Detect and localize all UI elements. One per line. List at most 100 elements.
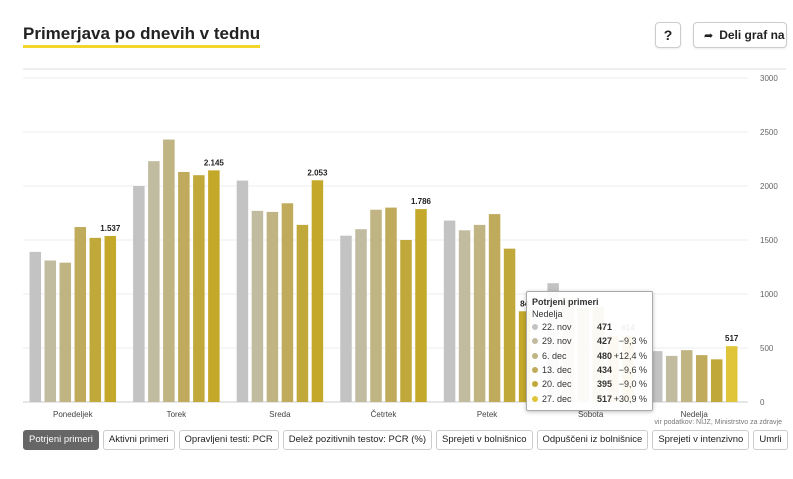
- tooltip-row: 20. dec 395 −9,0 %: [532, 377, 647, 391]
- bar: [355, 229, 367, 402]
- tab-umrli[interactable]: Umrli: [753, 430, 788, 450]
- tooltip-row: 6. dec 480 +12,4 %: [532, 349, 647, 363]
- bar: [236, 180, 249, 402]
- bar: [104, 236, 117, 402]
- bar: [385, 207, 397, 402]
- x-tick-label: Nedelja: [681, 410, 709, 419]
- tooltip-date: 29. nov: [542, 336, 572, 347]
- tooltip-change: −9,3 %: [618, 336, 647, 347]
- bar: [74, 227, 87, 402]
- tooltip-value: 427: [596, 336, 612, 347]
- x-tick-label: Torek: [167, 410, 188, 419]
- bar: [725, 346, 738, 402]
- bar: [193, 175, 205, 402]
- bar: [133, 186, 145, 402]
- tooltip-change: +30,9 %: [613, 393, 647, 404]
- bar: [415, 209, 427, 402]
- bar: [503, 248, 516, 402]
- bar: [340, 235, 352, 402]
- data-label: 1.786: [411, 197, 432, 206]
- bar: [163, 139, 175, 402]
- bar: [44, 260, 57, 402]
- bar: [59, 262, 72, 402]
- tooltip-date: 6. dec: [542, 350, 567, 361]
- tab-potrjeni-primeri[interactable]: Potrjeni primeri: [23, 430, 99, 450]
- page-title: Primerjava po dnevih v tednu: [23, 24, 261, 48]
- series-dot-icon: [532, 367, 538, 374]
- tooltip-row: 29. nov 427 −9,3 %: [532, 334, 647, 348]
- help-button[interactable]: ?: [655, 22, 681, 48]
- series-dot-icon: [532, 381, 538, 388]
- bar: [518, 311, 531, 402]
- bar: [89, 237, 102, 402]
- y-tick-label: 500: [760, 344, 774, 353]
- tooltip-change: +12,4 %: [613, 350, 647, 361]
- tooltip-change: −9,0 %: [618, 379, 647, 390]
- series-dot-icon: [532, 324, 538, 331]
- tooltip-day: Nedelja: [532, 309, 563, 319]
- y-tick-label: 1500: [760, 236, 778, 245]
- bar: [680, 350, 693, 402]
- x-tick-label: Petek: [477, 410, 498, 419]
- tooltip-title: Potrjeni primeri: [532, 297, 599, 307]
- share-arrow-icon: ➦: [704, 30, 714, 42]
- weekday-bar-chart: 0 500 1000 1500 2000 2500 3000 1.537 Ponedeljek 2…: [23, 68, 786, 419]
- bar: [400, 240, 412, 402]
- bar: [443, 220, 456, 402]
- series-dot-icon: [532, 395, 538, 402]
- tab-aktivni-primeri[interactable]: Aktivni primeri: [102, 430, 175, 450]
- y-tick-label: 0: [760, 398, 765, 407]
- bar: [281, 203, 294, 402]
- source-note: vir podatkov: NIJZ, Ministrstvo za zdrav…: [654, 419, 782, 426]
- chart-tooltip: Potrjeni primeri Nedelja 22. nov 471 29. n…: [526, 291, 653, 411]
- bar: [148, 161, 160, 402]
- y-tick-label: 3000: [760, 74, 778, 83]
- x-tick-label: Četrtek: [371, 410, 398, 419]
- bar: [665, 355, 678, 402]
- tooltip-date: 13. dec: [542, 365, 572, 376]
- y-tick-label: 2500: [760, 128, 778, 137]
- x-tick-label: Sreda: [269, 410, 291, 419]
- tooltip-change: −9,6 %: [618, 365, 647, 376]
- bar: [710, 359, 723, 402]
- bar: [296, 224, 309, 402]
- tab-delež-pozitivnih-testov-pcr[interactable]: Delež pozitivnih testov: PCR (%): [282, 430, 432, 450]
- y-tick-label: 1000: [760, 290, 778, 299]
- bar: [178, 171, 190, 402]
- bar: [311, 180, 324, 402]
- data-label: 84: [520, 299, 529, 308]
- bar: [458, 230, 471, 402]
- tooltip-row: 22. nov 471: [532, 320, 647, 334]
- data-label: 517: [725, 334, 739, 343]
- tooltip-value: 517: [596, 393, 612, 404]
- tab-sprejeti-v-bolnišnico[interactable]: Sprejeti v bolnišnico: [436, 430, 533, 450]
- bar: [695, 355, 708, 402]
- metric-tabs: Potrjeni primeri Aktivni primeri Opravljen…: [23, 430, 792, 450]
- tab-opravljeni-testi-pcr[interactable]: Opravljeni testi: PCR: [178, 430, 279, 450]
- bar: [488, 214, 501, 402]
- tooltip-date: 22. nov: [542, 322, 572, 333]
- bar: [251, 210, 264, 402]
- tooltip-row: 13. dec 434 −9,6 %: [532, 363, 647, 377]
- bar: [370, 209, 382, 402]
- series-dot-icon: [532, 338, 538, 345]
- tooltip-value: 471: [596, 322, 612, 333]
- series-dot-icon: [532, 352, 538, 359]
- tab-sprejeti-v-intenzivno[interactable]: Sprejeti v intenzivno: [652, 430, 750, 450]
- tooltip-value: 480: [596, 350, 612, 361]
- tooltip-value: 434: [596, 365, 612, 376]
- x-tick-label: Ponedeljek: [53, 410, 94, 419]
- x-tick-label: Sobota: [578, 410, 604, 419]
- data-label: 1.537: [100, 224, 121, 233]
- tab-odpuščeni-iz-bolnišnice[interactable]: Odpuščeni iz bolnišnice: [536, 430, 649, 450]
- bar: [473, 224, 486, 402]
- y-tick-label: 2000: [760, 182, 778, 191]
- bar: [29, 251, 42, 402]
- data-label: 2.053: [307, 168, 328, 177]
- tooltip-row: 27. dec 517 +30,9 %: [532, 391, 647, 405]
- tooltip-value: 395: [596, 379, 612, 390]
- tooltip-date: 20. dec: [542, 379, 572, 390]
- bar: [266, 211, 279, 402]
- bar: [650, 351, 663, 402]
- share-button[interactable]: ➦ Deli graf na: [693, 22, 787, 48]
